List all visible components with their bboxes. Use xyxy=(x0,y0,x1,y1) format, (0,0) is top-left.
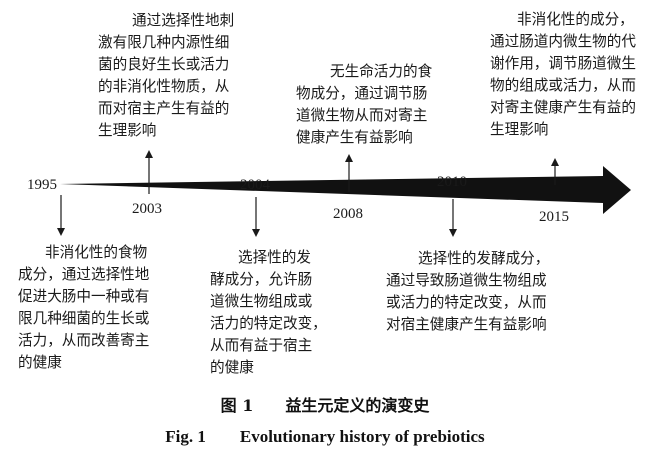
definition-2010: 选择性的发酵成分， 通过导致肠道微生物组成 或活力的特定改变，从而 对宿主健康产… xyxy=(386,250,554,333)
year-2010: 2010 xyxy=(437,174,467,190)
year-2004: 2004 xyxy=(240,177,271,193)
definition-2015: 非消化性的成分， 通过肠道内微生物的代 谢作用，调节肠道微生 物的组成或活力，从… xyxy=(490,11,641,138)
year-2003: 2003 xyxy=(132,201,162,217)
year-2015: 2015 xyxy=(539,209,569,225)
connector-1995-arrowhead xyxy=(57,228,65,236)
connector-2015-arrowhead xyxy=(551,158,559,166)
connector-2008-arrowhead xyxy=(345,154,353,162)
connector-2010-arrowhead xyxy=(449,229,457,237)
definition-2004: 选择性的发 酵成分，允许肠 道微生物组成或 活力的特定改变， 从而有益于宿主 的… xyxy=(210,249,331,376)
year-1995: 1995 xyxy=(27,177,57,193)
definition-2003: 通过选择性地刺 激有限几种内源性细 菌的良好生长或活力 的非消化性物质，从 而对… xyxy=(98,12,239,139)
connector-2003-arrowhead xyxy=(145,150,153,158)
connector-2004-arrowhead xyxy=(252,229,260,237)
figure-caption-cn: 图 1 益生元定义的演变史 xyxy=(221,396,431,415)
figure-caption-en: Fig. 1 Evolutionary history of prebiotic… xyxy=(165,427,485,446)
definition-2008: 无生命活力的食 物成分，通过调节肠 道微生物从而对寄主 健康产生有益影响 xyxy=(296,62,437,146)
timeline-arrow xyxy=(60,166,631,214)
year-2008: 2008 xyxy=(333,206,363,222)
definition-1995: 非消化性的食物 成分，通过选择性地 促进大肠中一种或有 限几种细菌的生长或 活力… xyxy=(18,244,154,371)
